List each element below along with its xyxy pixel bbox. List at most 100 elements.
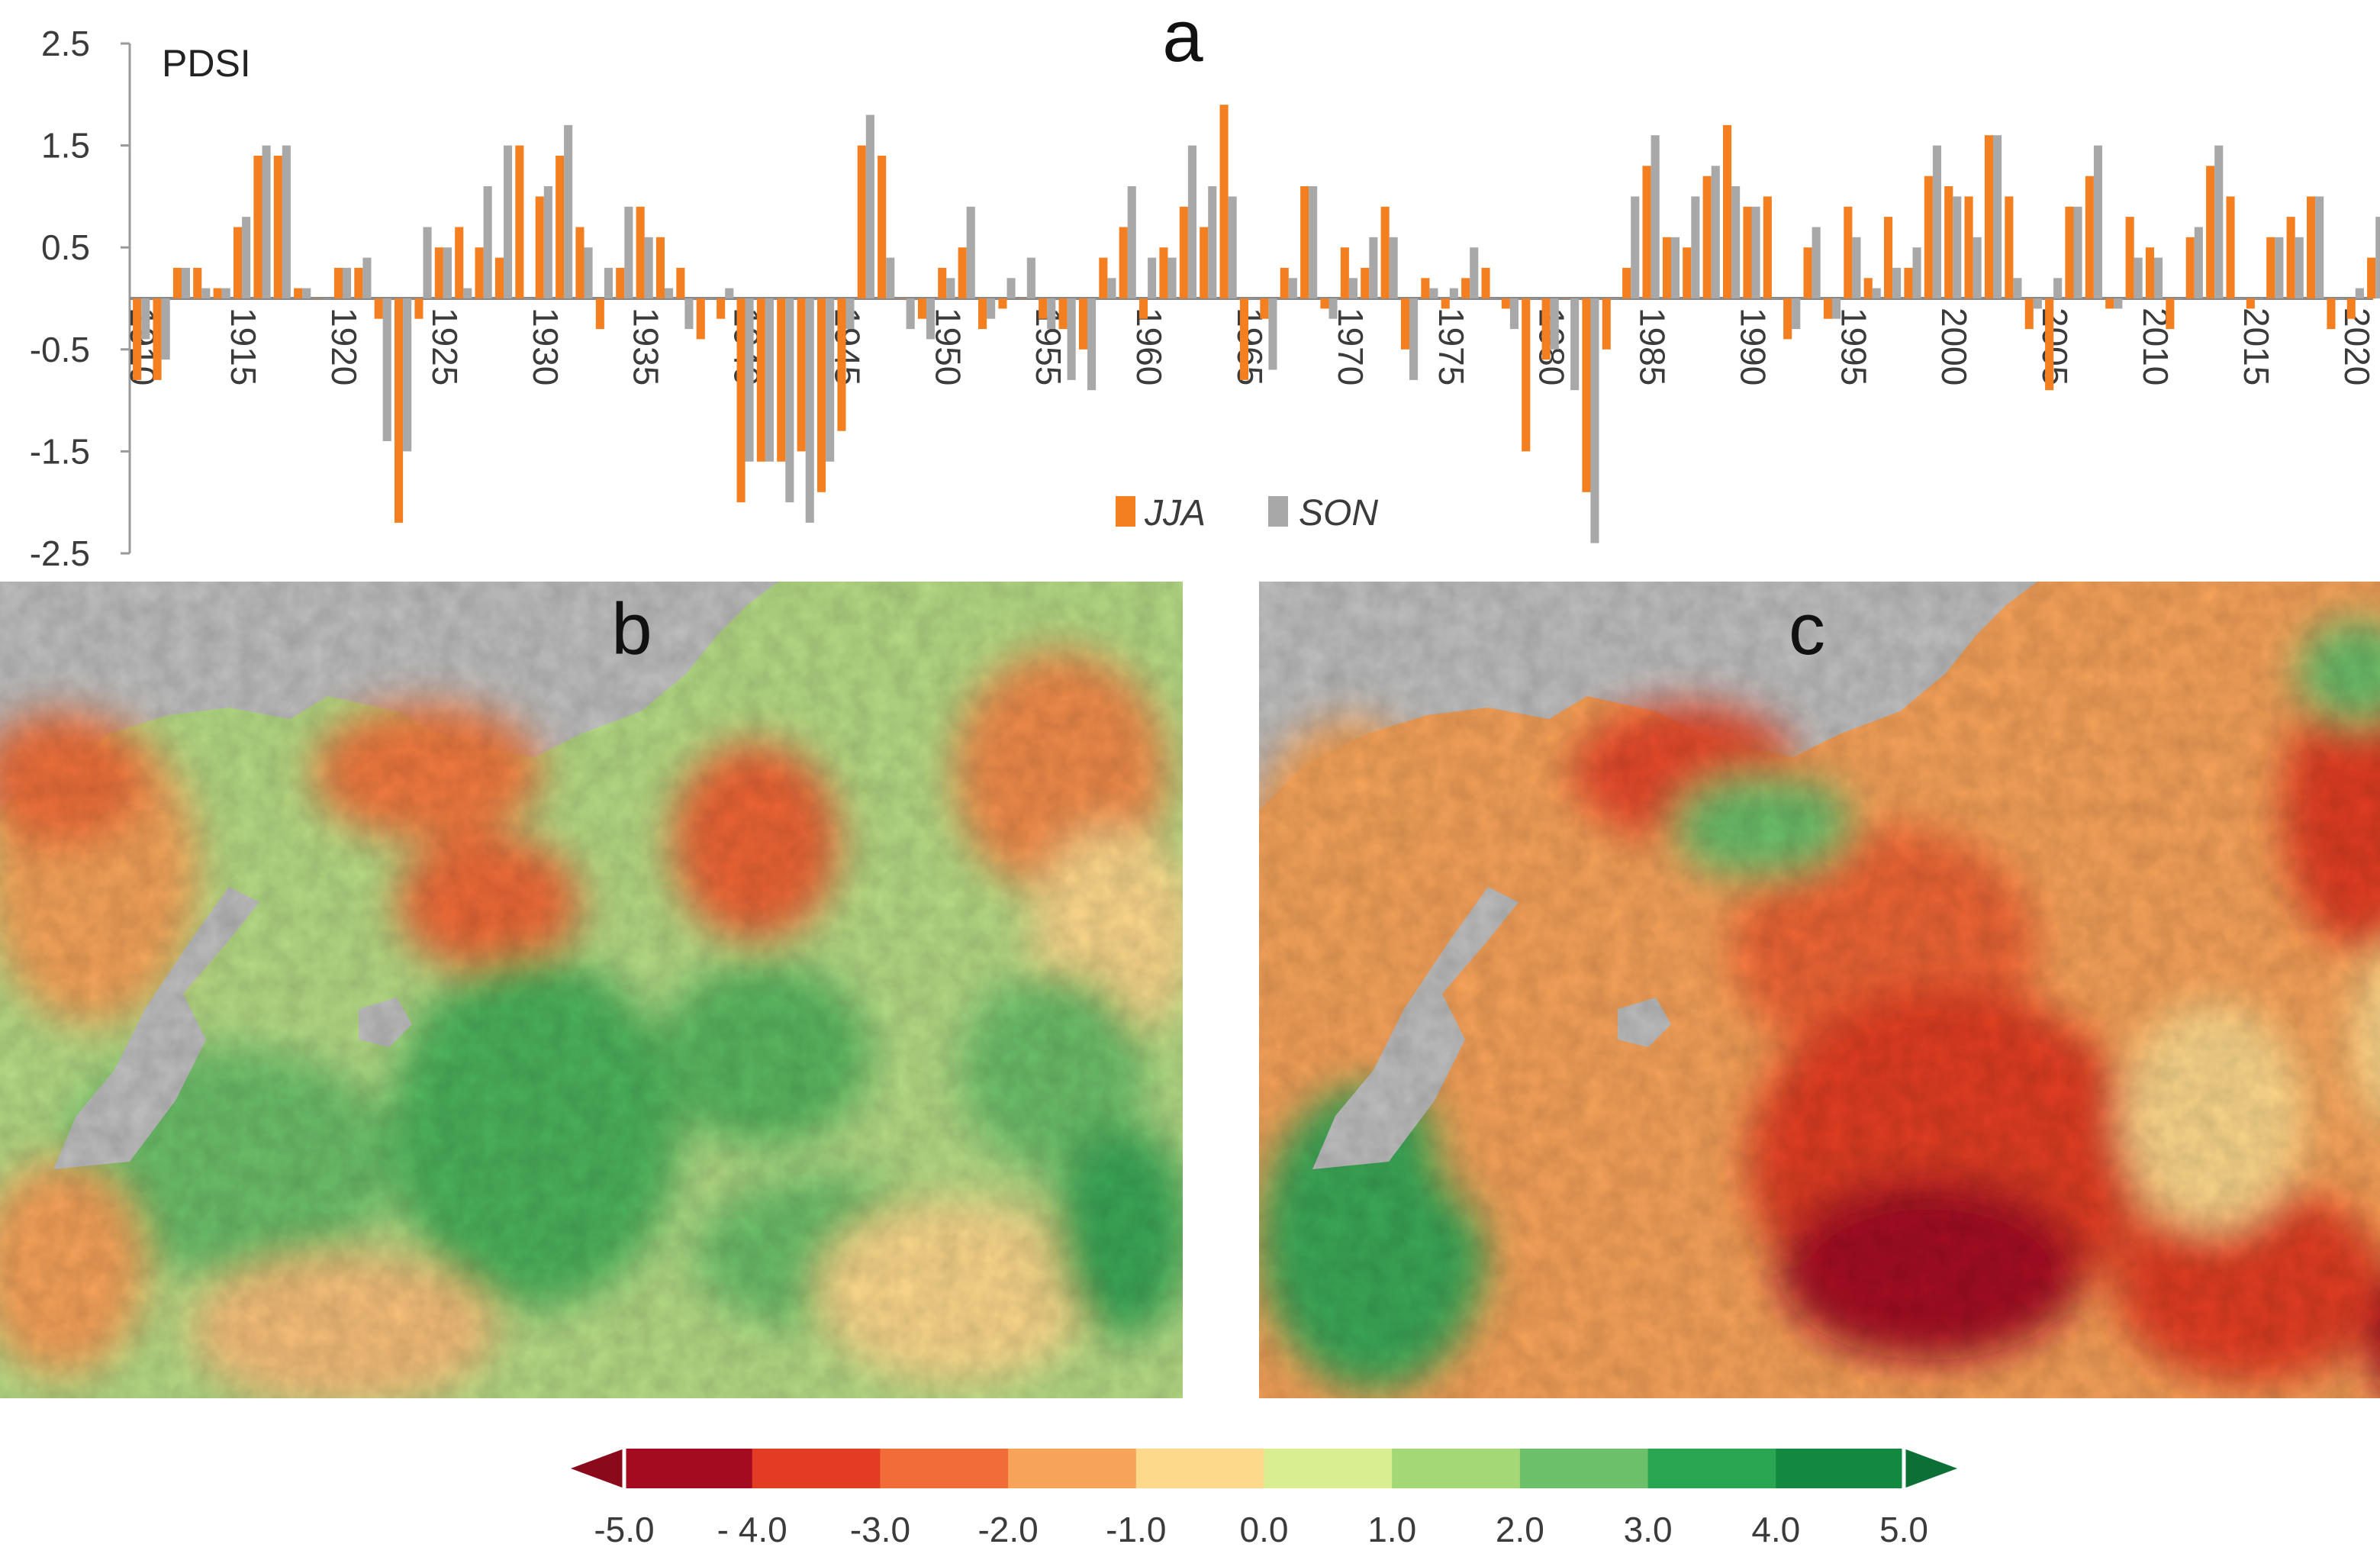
bar-son-1995 <box>1852 237 1861 298</box>
bar-son-1977 <box>1490 298 1499 299</box>
bar-jja-1969 <box>1320 298 1329 309</box>
bar-jja-2018 <box>2307 196 2316 298</box>
bar-son-1982 <box>1590 298 1599 543</box>
bar-son-1960 <box>1148 257 1157 298</box>
bar-jja-1967 <box>1280 267 1289 298</box>
bar-son-2006 <box>2073 206 2082 298</box>
bar-son-1915 <box>242 217 251 298</box>
bar-jja-1983 <box>1602 298 1611 350</box>
bar-jja-1935 <box>636 206 645 298</box>
bar-jja-1985 <box>1642 166 1651 298</box>
x-tick-label: 1935 <box>626 308 666 385</box>
bar-son-1949 <box>926 298 935 340</box>
bar-son-1938 <box>704 298 713 299</box>
bar-son-1951 <box>966 206 975 298</box>
colorbar-ticks: -5.0 - 4.0 -3.0 -2.0 -1.0 0.0 1.0 2.0 3.0 4.0 5.0 <box>594 1510 1928 1549</box>
bar-jja-1995 <box>1844 206 1853 298</box>
bar-son-2014 <box>2234 298 2243 299</box>
bar-jja-1941 <box>756 298 765 462</box>
chart-bars <box>133 105 2380 543</box>
bar-son-1965 <box>1248 298 1258 299</box>
bar-son-1928 <box>504 145 513 298</box>
colorbar-tick-label: -5.0 <box>594 1510 654 1549</box>
bar-jja-1915 <box>233 227 243 298</box>
bar-jja-undefined <box>2367 257 2376 298</box>
bar-son-2010 <box>2154 257 2163 298</box>
bar-jja-2010 <box>2145 247 2154 298</box>
x-tick-label: 1920 <box>324 308 364 385</box>
bar-jja-1988 <box>1702 176 1712 298</box>
bar-son-undefined <box>2375 217 2380 298</box>
bar-son-1952 <box>987 298 996 319</box>
bar-jja-1987 <box>1683 247 1692 298</box>
colorbar-swatch <box>1135 1449 1264 1488</box>
y-tick-label: 2.5 <box>41 24 90 63</box>
x-tick-label: 2005 <box>2035 308 2075 385</box>
bar-son-1974 <box>1429 288 1438 298</box>
bar-son-1975 <box>1449 288 1458 298</box>
x-tick-label: 1990 <box>1733 308 1773 385</box>
bar-jja-1913 <box>193 267 202 298</box>
colorbar-tick-label: -2.0 <box>977 1510 1038 1549</box>
bar-jja-1934 <box>616 267 625 298</box>
bar-son-1993 <box>1812 227 1821 298</box>
x-tick-label: 1975 <box>1432 308 1471 385</box>
x-tick-label: 1985 <box>1633 308 1673 385</box>
bar-jja-1947 <box>878 156 887 298</box>
y-tick-label: 1.5 <box>41 126 90 166</box>
bar-jja-1920 <box>333 267 343 298</box>
colorbar-swatch <box>1519 1449 1649 1488</box>
x-tick-label: 2000 <box>1934 308 1974 385</box>
bar-jja-2013 <box>2206 166 2215 298</box>
bar-jja-1998 <box>1904 267 1913 298</box>
bar-son-1976 <box>1470 247 1479 298</box>
bar-jja-1996 <box>1863 278 1873 298</box>
bar-son-1973 <box>1409 298 1419 380</box>
bar-son-1925 <box>443 247 452 298</box>
bar-jja-1937 <box>676 267 685 298</box>
y-axis-label: PDSI <box>162 42 251 85</box>
bar-son-1966 <box>1268 298 1277 370</box>
bar-son-1912 <box>181 267 190 298</box>
bar-son-1953 <box>1006 278 1016 298</box>
bar-son-1950 <box>946 278 955 298</box>
bar-jja-1961 <box>1159 247 1168 298</box>
bar-jja-1953 <box>998 298 1007 309</box>
bar-jja-1960 <box>1139 298 1148 319</box>
bar-son-1930 <box>543 186 552 298</box>
bar-jja-2020 <box>2346 298 2356 319</box>
bar-jja-2008 <box>2105 298 2114 309</box>
bar-jja-1925 <box>434 247 443 298</box>
bar-jja-2019 <box>2327 298 2336 330</box>
bar-jja-1955 <box>1039 298 1048 319</box>
bar-jja-1940 <box>736 298 746 503</box>
bar-son-1936 <box>665 288 674 298</box>
bar-jja-1948 <box>897 298 907 299</box>
bar-jja-1949 <box>917 298 926 319</box>
bar-son-1980 <box>1550 298 1559 350</box>
legend-swatch-jja <box>1116 496 1135 527</box>
colorbar-swatch <box>624 1449 753 1488</box>
bar-jja-2016 <box>2266 237 2275 298</box>
bar-jja-1922 <box>374 298 383 319</box>
bar-son-2003 <box>2013 278 2022 298</box>
bar-jja-1992 <box>1783 298 1792 340</box>
bar-jja-1929 <box>515 145 524 298</box>
bar-son-1927 <box>483 186 492 298</box>
bar-son-1978 <box>1509 298 1518 330</box>
colorbar-tick-label: -1.0 <box>1106 1510 1166 1549</box>
bar-jja-2001 <box>1964 196 1973 298</box>
bar-son-1943 <box>805 298 814 523</box>
bar-jja-1993 <box>1803 247 1812 298</box>
x-tick-label: 2020 <box>2337 308 2377 385</box>
bar-son-2020 <box>2355 288 2364 298</box>
bar-son-1947 <box>886 257 895 298</box>
bar-son-1963 <box>1208 186 1217 298</box>
bar-son-1957 <box>1087 298 1097 391</box>
bar-son-2008 <box>2114 298 2123 309</box>
colorbar-swatch <box>1647 1449 1776 1488</box>
bar-son-1920 <box>343 267 352 298</box>
bar-jja-1973 <box>1400 298 1409 350</box>
bar-jja-2015 <box>2246 298 2255 309</box>
y-tick-label: -2.5 <box>30 534 90 573</box>
